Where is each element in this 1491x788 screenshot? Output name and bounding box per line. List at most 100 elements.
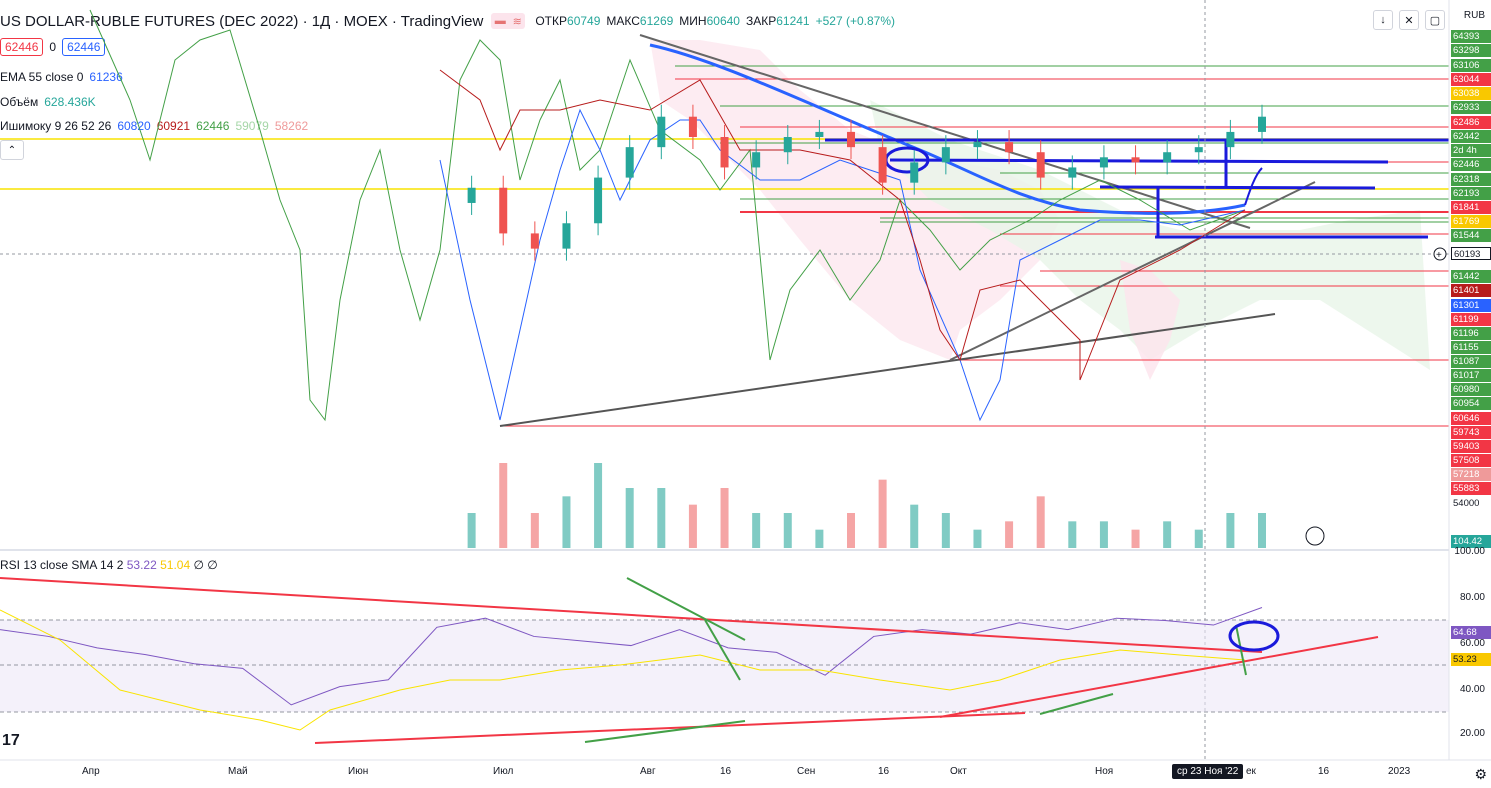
rsi-value-3: ∅ bbox=[193, 558, 204, 572]
candle bbox=[973, 142, 982, 148]
rsi-current-label: 64.68 bbox=[1451, 626, 1491, 639]
volume-bar bbox=[815, 529, 824, 548]
price-axis-label: 2d 4h bbox=[1451, 144, 1491, 157]
rsi-level-80: 80.00 bbox=[1459, 592, 1485, 603]
timer-icon[interactable] bbox=[1305, 526, 1325, 546]
maximize-icon[interactable]: ▢ bbox=[1425, 10, 1445, 30]
ichimoku-value-3: 62446 bbox=[196, 119, 230, 133]
candle bbox=[1163, 152, 1172, 163]
rsi-green-line-4[interactable] bbox=[1039, 693, 1114, 715]
candles-group bbox=[467, 104, 1266, 261]
indicator-ema[interactable]: EMA 55 close 0 61236 bbox=[0, 70, 123, 84]
candle bbox=[720, 137, 729, 168]
volume-bar bbox=[1068, 521, 1077, 548]
price-axis-label: 60954 bbox=[1451, 397, 1491, 410]
arrow-down-icon[interactable]: ↓ bbox=[1373, 10, 1393, 30]
tenkan-line bbox=[439, 108, 1246, 422]
blue-arrow-annotation[interactable] bbox=[1244, 167, 1263, 206]
price-axis-label: 60646 bbox=[1451, 412, 1491, 425]
time-axis-label: 16 bbox=[720, 766, 732, 777]
volume-bar bbox=[910, 504, 919, 548]
wave-icon: ≋ bbox=[512, 15, 522, 28]
ask-price[interactable]: 62446 bbox=[62, 38, 106, 56]
gear-icon[interactable]: ⚙ bbox=[1474, 766, 1487, 782]
candle bbox=[878, 147, 887, 183]
quote-row: 62446 0 62446 bbox=[0, 38, 106, 56]
price-axis-label: 59403 bbox=[1451, 440, 1491, 453]
candle bbox=[499, 187, 508, 234]
price-axis-label: 60980 bbox=[1451, 383, 1491, 396]
rsi-band bbox=[0, 620, 1449, 712]
time-axis-label: 16 bbox=[878, 766, 890, 777]
indicator-ema-value: 61236 bbox=[89, 70, 123, 84]
time-axis-label: 2023 bbox=[1388, 766, 1411, 777]
volume-bar bbox=[688, 504, 697, 548]
blue-level-3[interactable] bbox=[1099, 185, 1376, 190]
chikou-line bbox=[89, 9, 1246, 422]
price-axis-label: 61301 bbox=[1451, 299, 1491, 312]
candle bbox=[467, 187, 476, 203]
ohlc-value: 60749 bbox=[567, 14, 601, 28]
trendline-up-long[interactable] bbox=[499, 313, 1276, 427]
chevron-up-icon: ⌃ bbox=[7, 144, 17, 156]
candle bbox=[688, 116, 697, 137]
time-axis-label: Авг bbox=[640, 766, 656, 777]
collapse-legend-button[interactable]: ⌃ bbox=[0, 140, 24, 160]
time-axis-label: Май bbox=[228, 766, 248, 777]
ohlc-value: 61241 bbox=[776, 14, 810, 28]
bid-price[interactable]: 62446 bbox=[0, 38, 44, 56]
rsi-trendline-up-2[interactable] bbox=[939, 636, 1379, 718]
volume-bar bbox=[1099, 521, 1108, 548]
rsi-level-40: 40.00 bbox=[1459, 684, 1485, 695]
indicator-volume[interactable]: Объём 628.436K bbox=[0, 95, 96, 109]
tradingview-logo[interactable]: 17 bbox=[2, 732, 20, 749]
symbol-badge[interactable]: ▬ ≋ bbox=[491, 13, 526, 29]
flag-icon: ▬ bbox=[494, 15, 506, 27]
time-axis-label: ек bbox=[1246, 766, 1256, 777]
rsi-green-line-3[interactable] bbox=[584, 720, 746, 743]
crosshair-date: ср 23 Ноя '22 bbox=[1172, 764, 1244, 779]
rsi-green-line-1[interactable] bbox=[626, 577, 746, 641]
ohlc-label: МАКС bbox=[606, 14, 640, 28]
time-axis-label: Июл bbox=[493, 766, 514, 777]
chart-header: US DOLLAR-RUBLE FUTURES (DEC 2022) · 1Д … bbox=[0, 10, 901, 32]
ichimoku-cloud-red bbox=[650, 40, 1060, 360]
volume-group bbox=[467, 463, 1266, 548]
spread-value: 0 bbox=[49, 40, 57, 54]
price-axis-label: 61087 bbox=[1451, 355, 1491, 368]
price-axis-label: 62193 bbox=[1451, 187, 1491, 200]
price-axis-label: 54000 bbox=[1453, 498, 1480, 509]
volume-bar bbox=[973, 529, 982, 548]
rsi-green-line-2[interactable] bbox=[704, 619, 741, 681]
price-axis-label: 63106 bbox=[1451, 59, 1491, 72]
close-icon[interactable]: ✕ bbox=[1399, 10, 1419, 30]
ohlc-value: 61269 bbox=[639, 14, 674, 28]
time-axis-label: 16 bbox=[1318, 766, 1330, 777]
rsi-trendline-down[interactable] bbox=[0, 577, 1263, 653]
price-axis-label: 63038 bbox=[1451, 87, 1491, 100]
candle bbox=[941, 147, 950, 163]
price-axis-label: 55883 bbox=[1451, 482, 1491, 495]
add-alert-icon[interactable] bbox=[1433, 247, 1447, 261]
price-axis-label: 61401 bbox=[1451, 284, 1491, 297]
volume-bar bbox=[783, 513, 792, 548]
price-axis-label: 61155 bbox=[1451, 341, 1491, 354]
rsi-trendline-up-1[interactable] bbox=[314, 712, 1026, 744]
price-axis-label: 61199 bbox=[1451, 313, 1491, 326]
trendline-up-short[interactable] bbox=[949, 181, 1316, 361]
volume-bar bbox=[752, 513, 761, 548]
candle bbox=[594, 177, 603, 224]
price-axis-label: 62486 bbox=[1451, 116, 1491, 129]
candle bbox=[1068, 167, 1077, 178]
rsi-legend[interactable]: RSI 13 close SMA 14 2 53.22 51.04 ∅ ∅ bbox=[0, 558, 218, 572]
rsi-value-2: 51.04 bbox=[160, 558, 191, 572]
rsi-circle-annotation[interactable] bbox=[1228, 620, 1280, 652]
trendline-down[interactable] bbox=[639, 34, 1251, 229]
candle bbox=[1258, 116, 1266, 132]
price-axis-label: 64393 bbox=[1451, 30, 1491, 43]
chart-title: US DOLLAR-RUBLE FUTURES (DEC 2022) · 1Д … bbox=[0, 12, 484, 30]
candle bbox=[1036, 152, 1045, 178]
indicator-ichimoku[interactable]: Ишимоку 9 26 52 26 60820 60921 62446 590… bbox=[0, 119, 308, 133]
rsi-green-line-5[interactable] bbox=[1235, 624, 1247, 676]
